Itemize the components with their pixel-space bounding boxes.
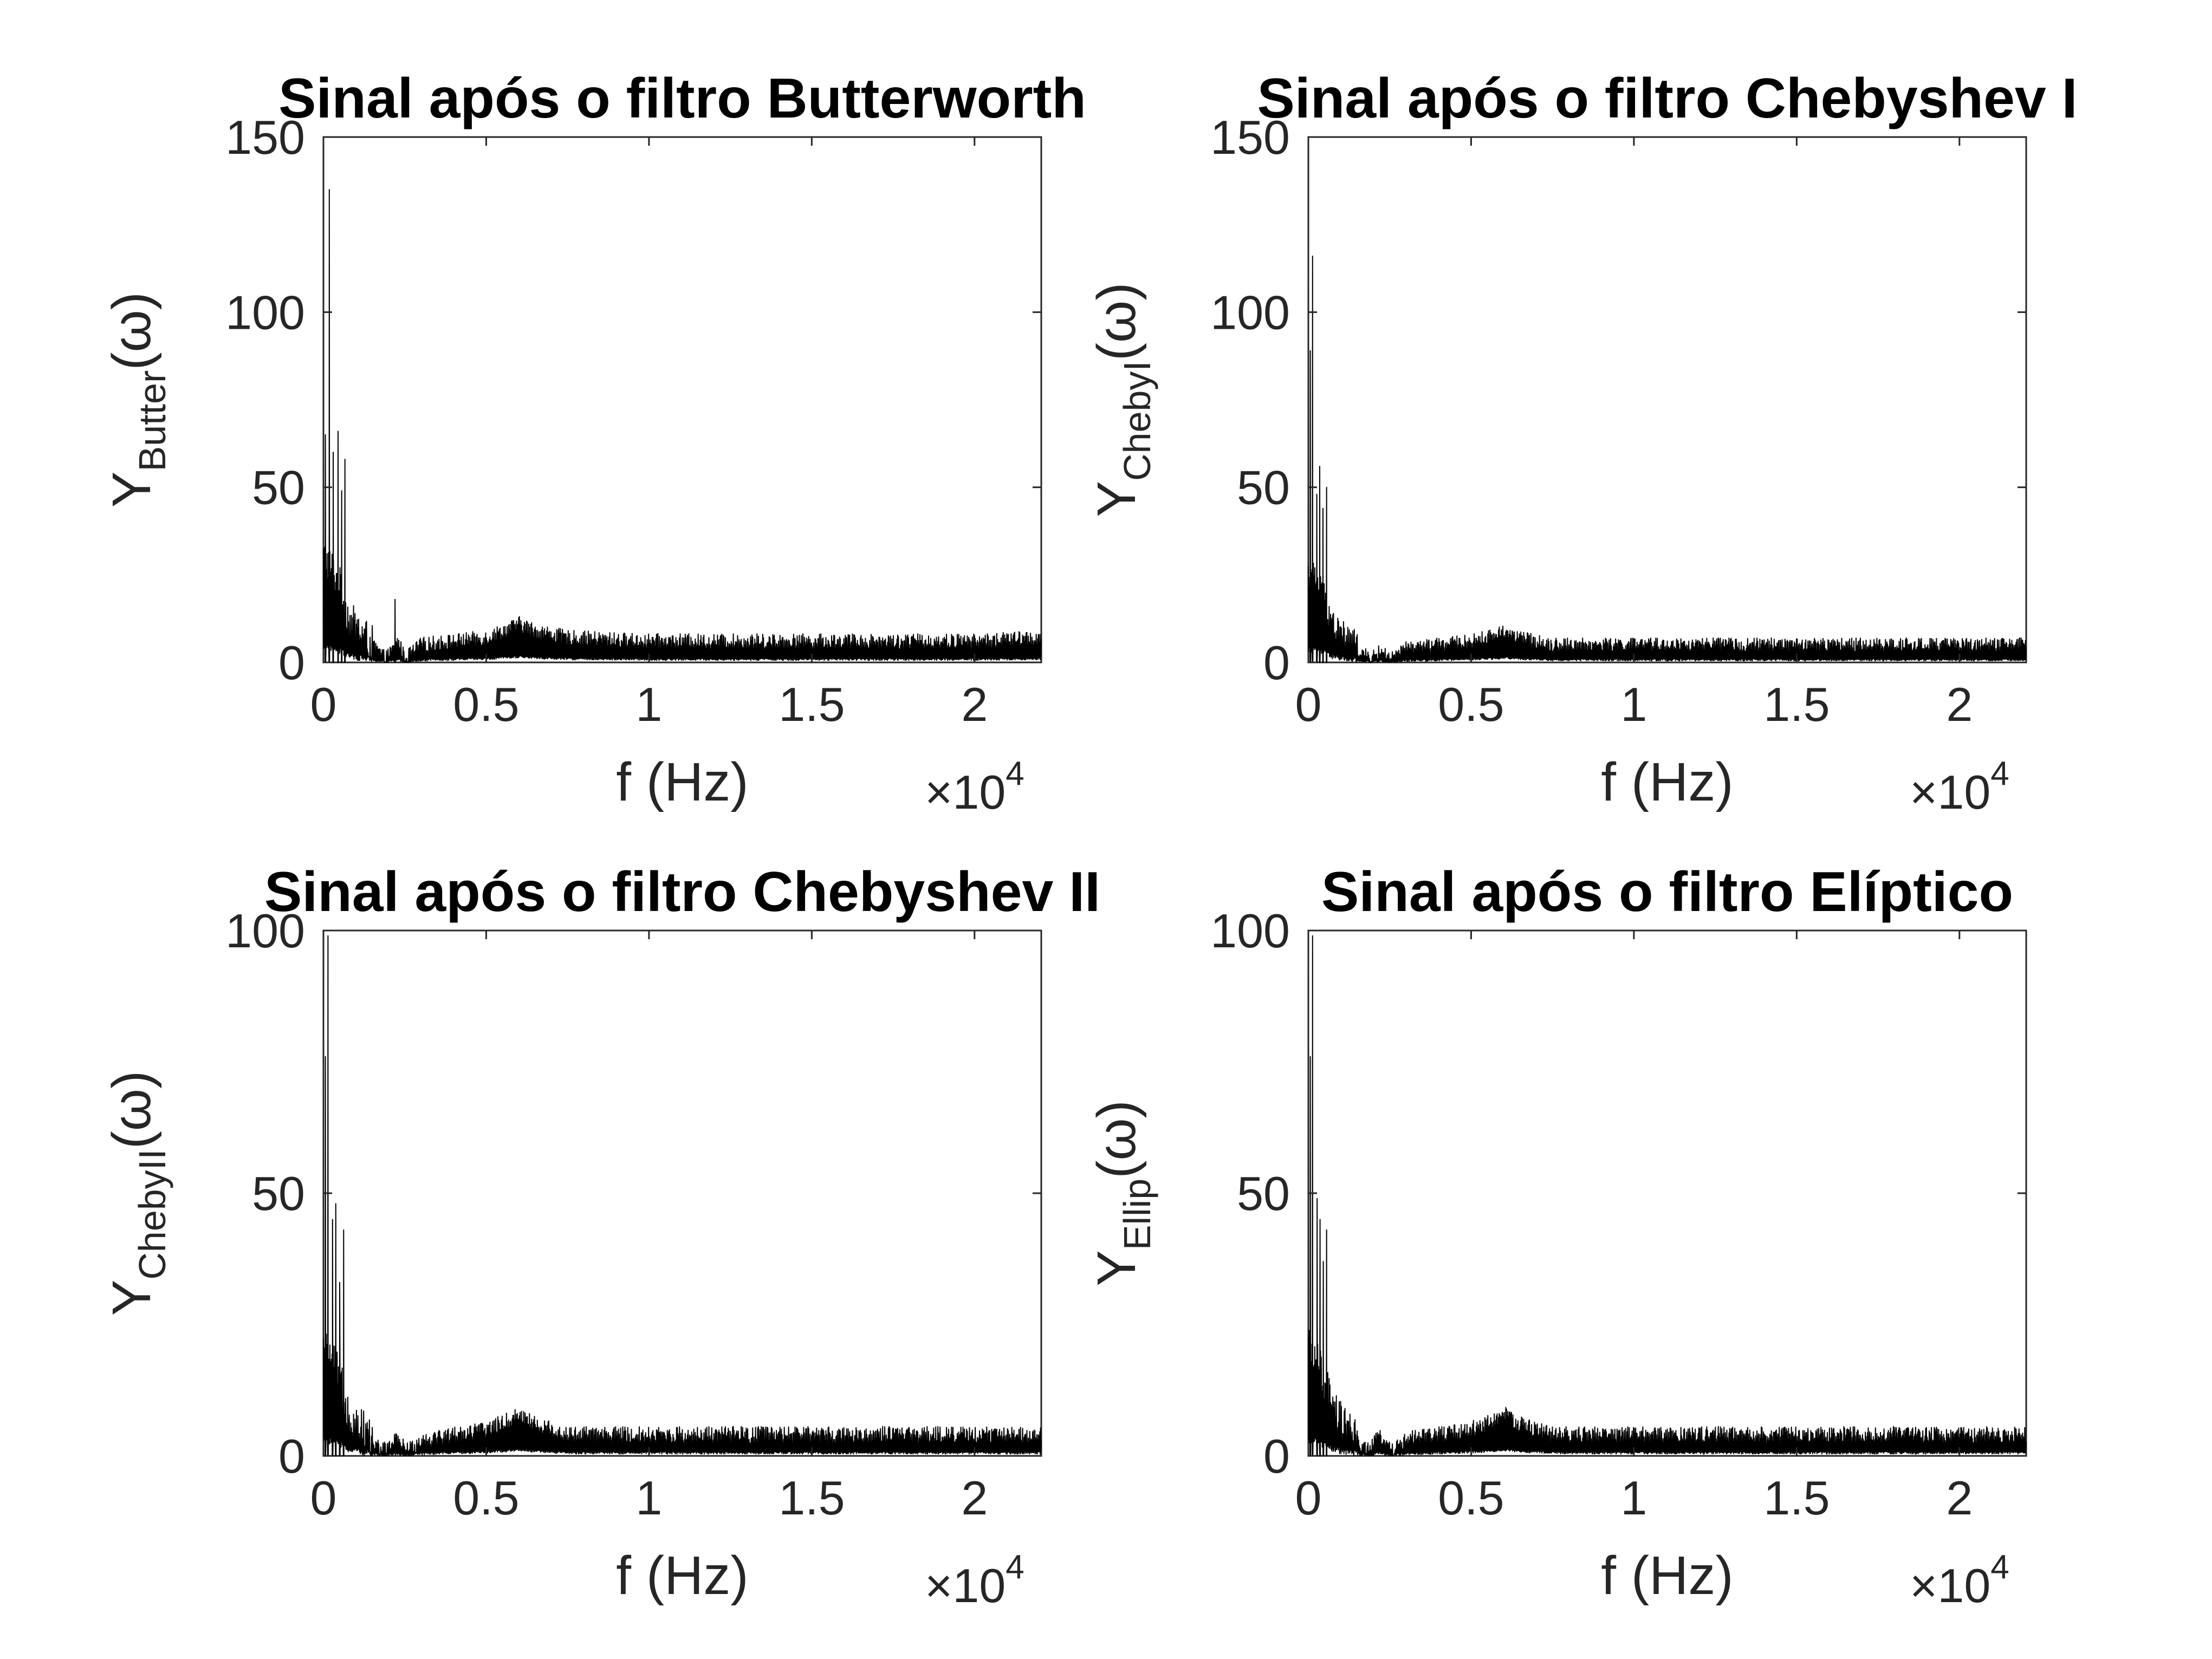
y-axis-label-suffix: (ω) <box>101 292 162 370</box>
y-tick-label: 50 <box>252 1167 305 1220</box>
x-axis-multiplier-base: ×10 <box>1910 1559 1990 1612</box>
x-axis-multiplier-exponent: 4 <box>1006 755 1024 792</box>
spectrum-line <box>1308 935 2027 1456</box>
x-axis-multiplier: ×104 <box>1910 1549 2009 1612</box>
x-tick-label: 0 <box>1295 1471 1322 1525</box>
spectrum-line <box>1308 255 2027 663</box>
y-axis-label: YChebyI(ω) <box>1086 282 1158 517</box>
x-tick-label: 1.5 <box>1763 1471 1830 1525</box>
y-tick-label: 50 <box>1237 1167 1290 1220</box>
y-axis-label-base: Y <box>1086 481 1147 517</box>
x-tick-label: 2 <box>961 678 988 731</box>
y-tick-label: 100 <box>1210 285 1290 339</box>
y-axis-label: YButter(ω) <box>101 292 173 508</box>
x-tick-label: 2 <box>961 1471 988 1525</box>
y-axis-label-subscript: Ellip <box>1116 1179 1158 1250</box>
x-tick-label: 0 <box>310 678 337 731</box>
y-tick-label: 0 <box>1263 1429 1290 1483</box>
y-axis-label-base: Y <box>101 1280 162 1316</box>
x-tick-label: 1.5 <box>779 678 845 731</box>
y-tick-label: 150 <box>225 110 305 164</box>
x-tick-label: 0 <box>310 1471 337 1525</box>
x-tick-label: 0 <box>1295 678 1322 731</box>
y-tick-label: 0 <box>1263 636 1290 689</box>
x-axis-multiplier: ×104 <box>1910 755 2009 819</box>
x-tick-label: 1.5 <box>1763 678 1830 731</box>
y-tick-label: 100 <box>225 285 305 339</box>
x-axis-multiplier-base: ×10 <box>925 765 1006 819</box>
x-axis-label: f (Hz) <box>616 1545 748 1606</box>
x-tick-label: 1 <box>635 1471 662 1525</box>
x-tick-label: 1 <box>1620 1471 1647 1525</box>
chart-title: Sinal após o filtro Chebyshev I <box>1257 67 2077 130</box>
x-tick-label: 1.5 <box>779 1471 845 1525</box>
x-axis-multiplier-base: ×10 <box>1910 765 1990 819</box>
chart-title: Sinal após o filtro Elíptico <box>1321 861 2013 923</box>
y-axis-label: YChebyII(ω) <box>101 1071 173 1316</box>
x-axis-multiplier-base: ×10 <box>925 1559 1006 1612</box>
spectrum-line <box>323 935 1042 1456</box>
x-axis-label: f (Hz) <box>1601 752 1733 812</box>
x-axis-multiplier: ×104 <box>925 1549 1024 1612</box>
y-tick-label: 0 <box>278 1429 305 1483</box>
y-tick-label: 50 <box>252 461 305 515</box>
y-axis-label-subscript: ChebyI <box>1116 361 1158 481</box>
y-tick-label: 0 <box>278 636 305 689</box>
x-tick-label: 1 <box>1620 678 1647 731</box>
y-axis-label-subscript: Butter <box>131 370 173 472</box>
x-axis-label: f (Hz) <box>1601 1545 1733 1606</box>
plot-area <box>322 929 1042 1457</box>
plot-area <box>322 136 1042 663</box>
x-tick-label: 0.5 <box>1438 1471 1504 1525</box>
chart-title: Sinal após o filtro Butterworth <box>278 67 1086 130</box>
x-tick-label: 0.5 <box>453 1471 519 1525</box>
y-axis-label-suffix: (ω) <box>1086 1100 1147 1179</box>
x-tick-label: 0.5 <box>453 678 519 731</box>
x-axis-multiplier-exponent: 4 <box>1006 1549 1024 1586</box>
plot-area <box>1307 136 2027 663</box>
x-axis-multiplier: ×104 <box>925 755 1024 819</box>
x-axis-multiplier-exponent: 4 <box>1990 755 2009 792</box>
y-axis-label: YEllip(ω) <box>1086 1100 1158 1286</box>
y-axis-label-base: Y <box>101 471 162 508</box>
subplot-4: 0 0.5 1 1.5 2 0 50 100 Sinal após o filtro Elípt… <box>1086 861 2027 1612</box>
x-tick-label: 1 <box>635 678 662 731</box>
y-tick-label: 100 <box>225 904 305 958</box>
y-tick-label: 50 <box>1237 461 1290 515</box>
y-axis-label-subscript: ChebyII <box>131 1149 173 1279</box>
y-axis-label-base: Y <box>1086 1250 1147 1286</box>
y-tick-label: 100 <box>1210 904 1290 958</box>
x-axis-label: f (Hz) <box>616 752 748 812</box>
x-tick-label: 2 <box>1946 678 1973 731</box>
spectrum-line <box>323 189 1042 663</box>
y-tick-label: 150 <box>1210 110 1290 164</box>
x-tick-label: 2 <box>1946 1471 1973 1525</box>
chart-title: Sinal após o filtro Chebyshev II <box>264 861 1100 923</box>
x-axis-multiplier-exponent: 4 <box>1990 1549 2009 1586</box>
y-axis-label-suffix: (ω) <box>1086 282 1147 361</box>
x-tick-label: 0.5 <box>1438 678 1504 731</box>
plot-area <box>1307 929 2027 1457</box>
y-axis-label-suffix: (ω) <box>101 1071 162 1149</box>
